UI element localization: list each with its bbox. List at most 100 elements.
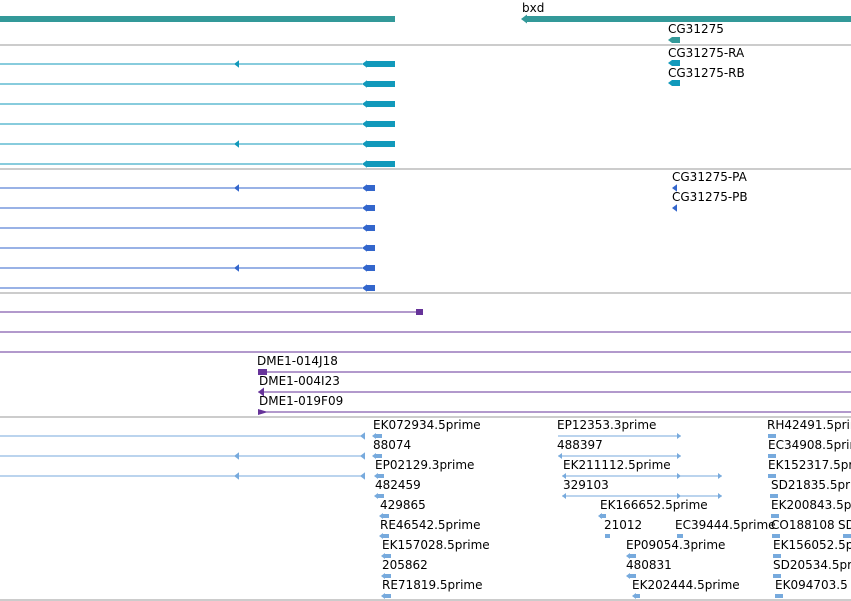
est-label: EK157028.5prime: [382, 538, 490, 552]
arrow-left-icon: [668, 60, 672, 66]
gene-bar-bxd[interactable]: [527, 16, 851, 22]
est-block[interactable]: [383, 514, 389, 518]
est-label: SD: [838, 518, 851, 532]
est-block[interactable]: [768, 434, 776, 438]
est-block[interactable]: [630, 574, 636, 578]
arrow-left-icon: [668, 80, 672, 86]
arrow-left-icon: [362, 204, 367, 212]
arrow-right-icon: [718, 473, 722, 479]
arrow-left-icon: [360, 452, 365, 460]
est-block[interactable]: [843, 534, 851, 538]
est-label: EK156052.5prime: [773, 538, 851, 552]
est-block[interactable]: [630, 554, 636, 558]
clone-arrow-right-icon: [258, 409, 268, 415]
est-block[interactable]: [376, 454, 382, 458]
est-block[interactable]: [773, 554, 781, 558]
clone-block[interactable]: [416, 309, 423, 315]
est-label: EC39444.5prime: [675, 518, 776, 532]
mrna-exon[interactable]: [366, 161, 395, 167]
est-block[interactable]: [768, 454, 776, 458]
mrna-exon[interactable]: [366, 141, 395, 147]
mrna-exon[interactable]: [366, 121, 395, 127]
mrna-block[interactable]: [672, 60, 680, 66]
est-block[interactable]: [775, 594, 783, 598]
arrow-right-icon: [677, 473, 681, 479]
est-label: 205862: [382, 558, 428, 572]
arrow-left-icon: [362, 284, 367, 292]
clone-label: DME1-014J18: [257, 354, 338, 368]
est-block[interactable]: [383, 534, 389, 538]
est-label: 329103: [563, 478, 609, 492]
est-block[interactable]: [385, 594, 391, 598]
protein-block[interactable]: [366, 205, 375, 211]
gene-label: CG31275: [668, 22, 724, 36]
arrow-left-icon: [362, 100, 367, 108]
mrna-exon[interactable]: [366, 101, 395, 107]
protein-block[interactable]: [366, 185, 375, 191]
clone-block[interactable]: [258, 369, 267, 375]
est-label: SD20534.5prime: [773, 558, 851, 572]
est-block[interactable]: [378, 474, 384, 478]
est-block[interactable]: [385, 574, 391, 578]
gene-bar[interactable]: [0, 16, 395, 22]
arrow-left-icon: [234, 264, 239, 272]
est-label: EK202444.5prime: [632, 578, 740, 592]
est-block[interactable]: [605, 534, 610, 538]
est-block[interactable]: [771, 514, 779, 518]
arrow-left-icon: [234, 184, 239, 192]
mrna-label: CG31275-RA: [668, 46, 745, 60]
est-label: 21012: [604, 518, 643, 532]
est-label: EK072934.5prime: [373, 418, 481, 432]
arrow-left-icon: [234, 60, 239, 68]
protein-block[interactable]: [366, 285, 375, 291]
protein-block[interactable]: [366, 245, 375, 251]
protein-label: CG31275-PA: [672, 170, 747, 184]
est-label: EK094703.5: [775, 578, 848, 592]
est-label: 488397: [557, 438, 603, 452]
arrow-left-icon: [258, 387, 264, 397]
arrow-left-icon: [234, 452, 239, 460]
est-block[interactable]: [385, 554, 391, 558]
mrna-block[interactable]: [672, 80, 680, 86]
arrow-left-icon: [381, 553, 385, 559]
est-block[interactable]: [770, 494, 778, 498]
arrow-left-icon: [626, 573, 630, 579]
est-label: CO188108: [771, 518, 835, 532]
est-block[interactable]: [773, 574, 781, 578]
est-block[interactable]: [636, 594, 640, 598]
est-block[interactable]: [378, 494, 384, 498]
gene-block[interactable]: [672, 37, 680, 43]
est-block[interactable]: [600, 514, 606, 518]
arrow-left-icon: [362, 80, 367, 88]
est-label: EK200843.5prime: [771, 498, 851, 512]
mrna-exon[interactable]: [366, 61, 395, 67]
arrow-left-icon: [374, 493, 378, 499]
arrow-left-icon: [562, 493, 566, 499]
est-block[interactable]: [376, 434, 382, 438]
mrna-exon[interactable]: [366, 81, 395, 87]
arrow-left-icon: [672, 184, 677, 192]
protein-block[interactable]: [366, 265, 375, 271]
est-label: SD21835.5prime: [771, 478, 851, 492]
est-block[interactable]: [772, 534, 780, 538]
clone-label: DME1-019F09: [259, 394, 344, 408]
mrna-label: CG31275-RB: [668, 66, 745, 80]
arrow-left-icon: [234, 472, 239, 480]
est-label: EK152317.5prime: [768, 458, 851, 472]
protein-label: CG31275-PB: [672, 190, 748, 204]
clone-label: DME1-004I23: [259, 374, 340, 388]
protein-block[interactable]: [366, 225, 375, 231]
arrow-left-icon: [598, 513, 602, 519]
arrow-left-icon: [362, 120, 367, 128]
arrow-left-icon: [372, 453, 376, 459]
arrow-left-icon: [362, 60, 367, 68]
gene-label-bxd: bxd: [522, 1, 545, 15]
arrow-left-icon: [362, 224, 367, 232]
arrow-left-icon: [362, 264, 367, 272]
est-block[interactable]: [677, 534, 683, 538]
arrow-left-icon: [362, 184, 367, 192]
arrow-left-icon: [234, 140, 239, 148]
arrow-right-icon: [677, 453, 681, 459]
est-label: 429865: [380, 498, 426, 512]
est-block[interactable]: [768, 474, 776, 478]
